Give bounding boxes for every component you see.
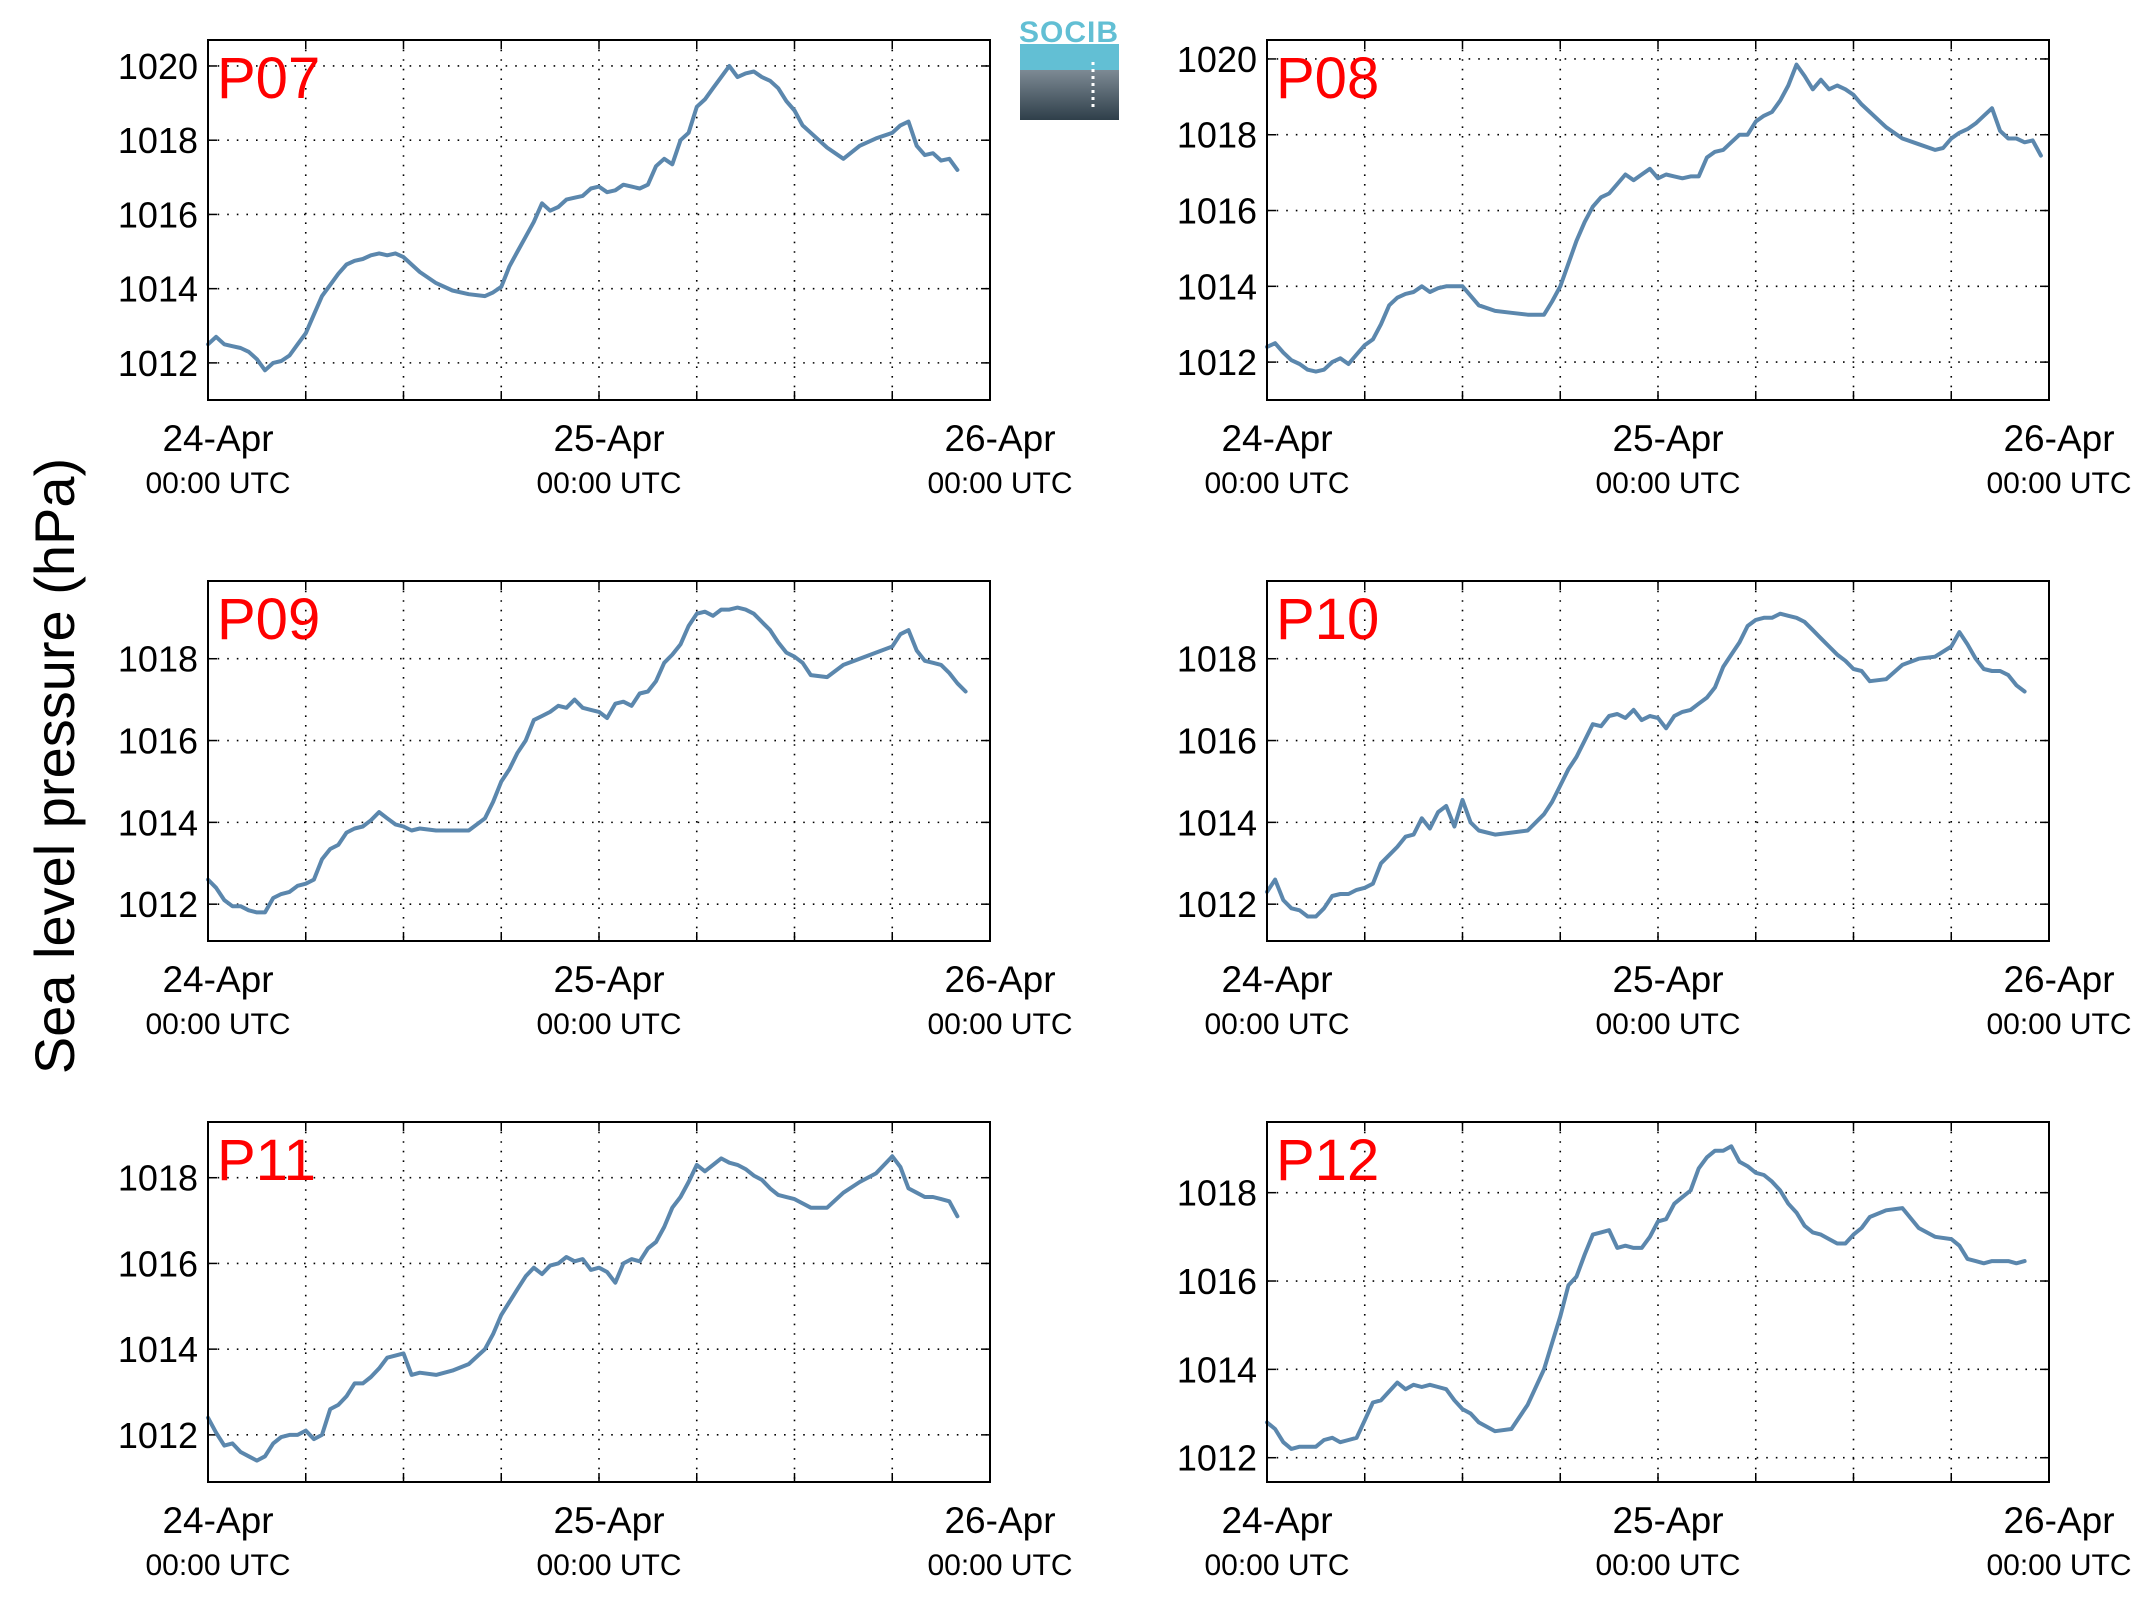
pressure-series-line (1265, 1144, 2027, 1451)
x-tick-label-date: 25-Apr (553, 1500, 664, 1541)
pressure-series-line (206, 605, 968, 915)
panel-title: P09 (217, 587, 320, 652)
y-tick-label: 1020 (118, 46, 198, 87)
x-tick-label-time: 00:00 UTC (536, 1549, 681, 1582)
y-tick-label: 1018 (1177, 115, 1257, 156)
x-tick-label-time: 00:00 UTC (1986, 1549, 2131, 1582)
x-tick-label-date: 26-Apr (944, 1500, 1055, 1541)
y-tick-label: 1012 (118, 1415, 198, 1456)
y-tick-label: 1012 (1177, 1438, 1257, 1479)
panel-title: P08 (1276, 46, 1379, 111)
pressure-series-line (1265, 611, 2027, 919)
x-tick-label-time: 00:00 UTC (1595, 1549, 1740, 1582)
panel-title: P10 (1276, 587, 1379, 652)
axes-frame (207, 580, 991, 942)
axes-frame (1266, 1121, 2050, 1483)
x-tick-label-date: 24-Apr (1221, 959, 1332, 1000)
socib-logo: SOCIB (1019, 16, 1119, 120)
x-tick-label-date: 25-Apr (1612, 418, 1723, 459)
y-tick-label: 1014 (1177, 802, 1257, 843)
panel-title: P11 (217, 1128, 316, 1193)
y-tick-label: 1016 (118, 721, 198, 762)
x-tick-label-date: 26-Apr (2003, 959, 2114, 1000)
chart-panel: 1012 1014 1016 1018 24-Apr 00:00 UTC 25-Apr 00:… (118, 580, 1073, 1041)
y-tick-label: 1014 (118, 269, 198, 310)
x-tick-label-time: 00:00 UTC (145, 1008, 290, 1041)
y-tick-label: 1016 (1177, 1261, 1257, 1302)
x-tick-label-time: 00:00 UTC (145, 467, 290, 500)
panel-title: P07 (217, 46, 320, 111)
y-tick-label: 1018 (1177, 1173, 1257, 1214)
y-axis-label: Sea level pressure (hPa) (23, 458, 86, 1074)
x-tick-label-time: 00:00 UTC (1986, 467, 2131, 500)
y-tick-label: 1014 (1177, 1349, 1257, 1390)
x-tick-label-date: 24-Apr (162, 418, 273, 459)
chart-panel: 1012 1014 1016 1018 24-Apr 00:00 UTC 25-Apr 00:… (1177, 580, 2132, 1041)
panel-title: P12 (1276, 1128, 1379, 1193)
x-tick-label-time: 00:00 UTC (1595, 1008, 1740, 1041)
y-tick-label: 1012 (1177, 342, 1257, 383)
x-tick-label-time: 00:00 UTC (927, 1549, 1072, 1582)
x-tick-label-date: 24-Apr (162, 959, 273, 1000)
x-tick-label-date: 26-Apr (944, 959, 1055, 1000)
pressure-series-line (1265, 62, 2043, 374)
x-tick-label-time: 00:00 UTC (145, 1549, 290, 1582)
x-tick-label-date: 24-Apr (162, 1500, 273, 1541)
logo-dark-band (1020, 70, 1119, 120)
x-tick-label-date: 26-Apr (2003, 418, 2114, 459)
axes-frame (1266, 580, 2050, 942)
y-tick-label: 1012 (118, 343, 198, 384)
y-tick-label: 1012 (1177, 884, 1257, 925)
y-tick-label: 1014 (118, 802, 198, 843)
y-tick-label: 1020 (1177, 39, 1257, 80)
x-tick-label-date: 25-Apr (1612, 959, 1723, 1000)
x-tick-label-date: 25-Apr (553, 959, 664, 1000)
x-tick-label-date: 25-Apr (553, 418, 664, 459)
x-tick-label-time: 00:00 UTC (536, 1008, 681, 1041)
y-tick-label: 1018 (1177, 639, 1257, 680)
x-tick-label-date: 25-Apr (1612, 1500, 1723, 1541)
logo-sea-band (1020, 44, 1119, 70)
x-tick-label-time: 00:00 UTC (1204, 1549, 1349, 1582)
panels: 1012 1014 1016 1018 1020 24-Apr 00:00 UTC 25-Ap… (118, 39, 2132, 1582)
x-tick-label-date: 26-Apr (2003, 1500, 2114, 1541)
y-tick-label: 1018 (118, 120, 198, 161)
y-tick-label: 1018 (118, 1158, 198, 1199)
x-tick-label-time: 00:00 UTC (1595, 467, 1740, 500)
axes-frame (207, 39, 991, 401)
x-tick-label-time: 00:00 UTC (1986, 1008, 2131, 1041)
y-tick-label: 1016 (118, 194, 198, 235)
axes-frame (1266, 39, 2050, 401)
x-tick-label-date: 24-Apr (1221, 418, 1332, 459)
x-tick-label-time: 00:00 UTC (1204, 467, 1349, 500)
chart-panel: 1012 1014 1016 1018 24-Apr 00:00 UTC 25-Apr 00:… (1177, 1121, 2132, 1582)
y-tick-label: 1016 (118, 1243, 198, 1284)
x-tick-label-date: 26-Apr (944, 418, 1055, 459)
y-tick-label: 1016 (1177, 721, 1257, 762)
y-tick-label: 1018 (118, 639, 198, 680)
x-tick-label-time: 00:00 UTC (1204, 1008, 1349, 1041)
chart-panel: 1012 1014 1016 1018 1020 24-Apr 00:00 UTC 25-Ap… (1177, 39, 2132, 500)
x-tick-label-time: 00:00 UTC (536, 467, 681, 500)
pressure-series-line (206, 1154, 960, 1463)
axes-frame (207, 1121, 991, 1483)
logo-text: SOCIB (1019, 16, 1119, 49)
y-tick-label: 1014 (1177, 266, 1257, 307)
y-tick-label: 1012 (118, 884, 198, 925)
x-tick-label-time: 00:00 UTC (927, 1008, 1072, 1041)
x-tick-label-date: 24-Apr (1221, 1500, 1332, 1541)
y-tick-label: 1016 (1177, 191, 1257, 232)
chart-panel: 1012 1014 1016 1018 1020 24-Apr 00:00 UTC 25-Ap… (118, 39, 1073, 500)
x-tick-label-time: 00:00 UTC (927, 467, 1072, 500)
chart-panel: 1012 1014 1016 1018 24-Apr 00:00 UTC 25-Apr 00:… (118, 1121, 1073, 1582)
y-tick-label: 1014 (118, 1329, 198, 1370)
pressure-series-line (206, 64, 960, 373)
